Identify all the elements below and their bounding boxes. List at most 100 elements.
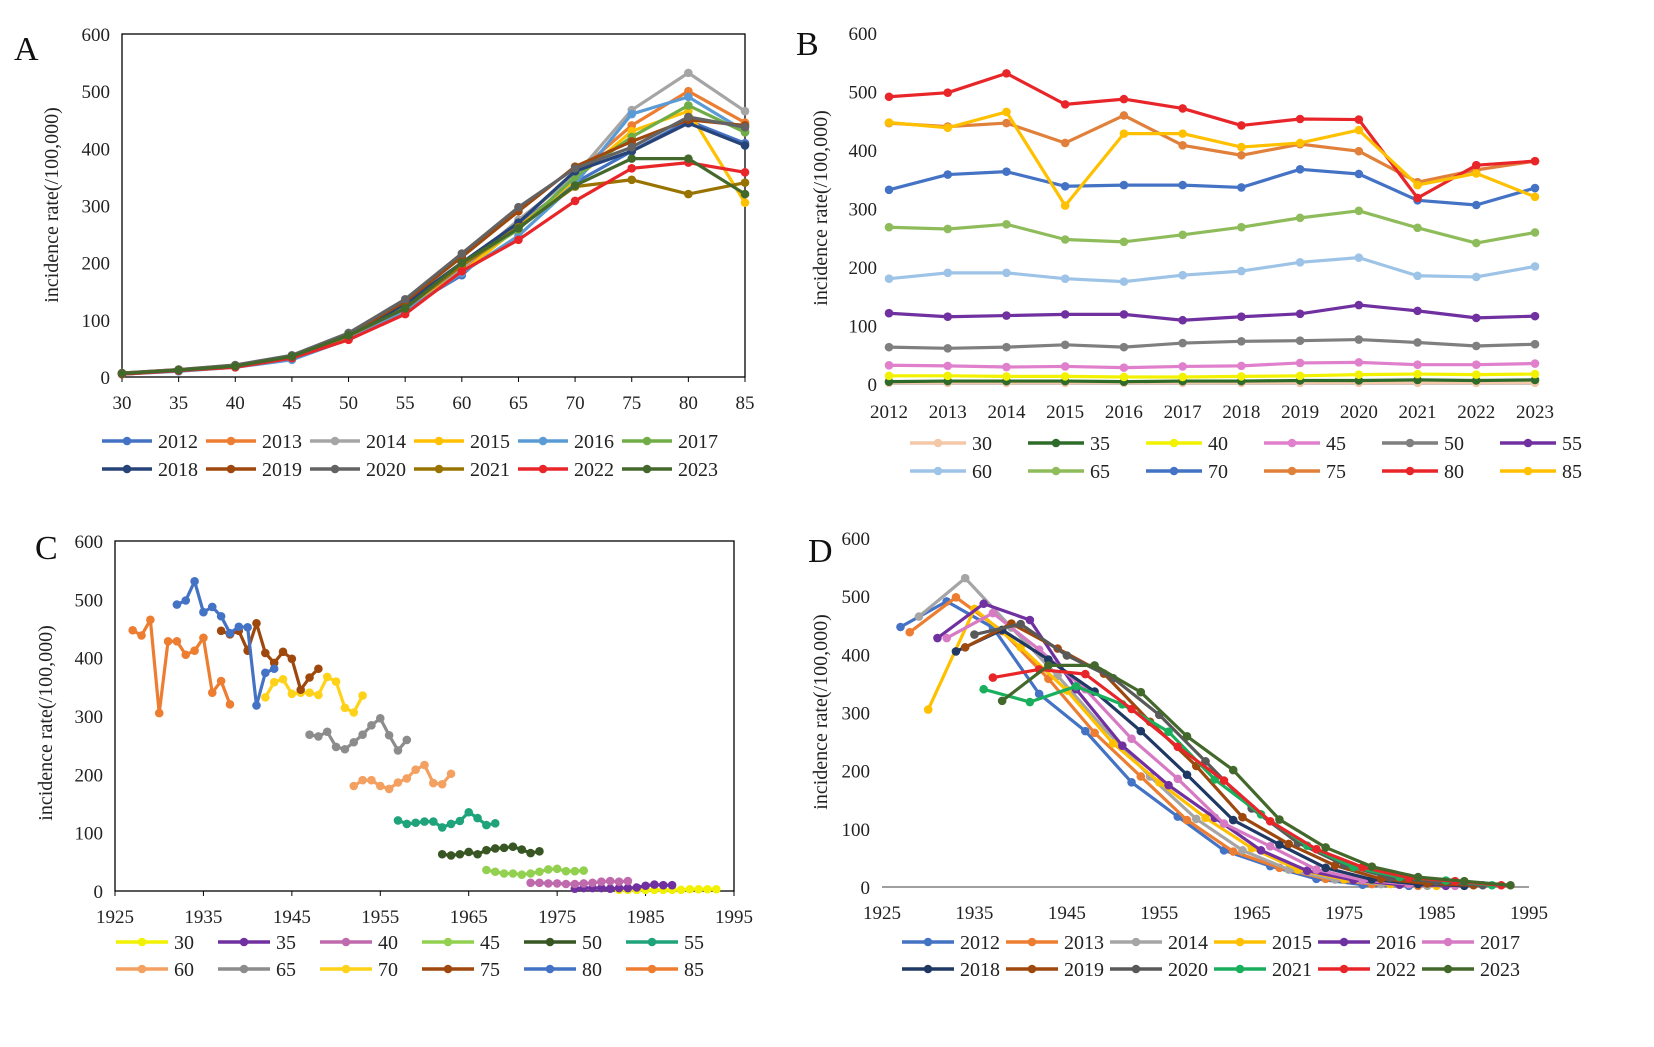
- legend-label: 40: [1208, 433, 1228, 455]
- series-2021: [979, 682, 1497, 890]
- data-point: [1182, 815, 1192, 825]
- data-point: [1238, 812, 1247, 822]
- y-tick-label: 0: [861, 878, 871, 899]
- series-70: [884, 165, 1540, 210]
- data-point: [230, 361, 240, 371]
- legend-swatch-marker: [545, 937, 555, 947]
- legend-item: 70: [1146, 461, 1228, 483]
- data-point: [1228, 847, 1238, 856]
- panel-d: D 0 100 200 300 400 500 600 1925 1935 1945 1955 1965…: [808, 529, 1548, 981]
- data-point: [943, 371, 953, 381]
- legend-swatch-marker: [647, 964, 657, 974]
- data-point: [1256, 846, 1266, 855]
- legend-label: 2014: [366, 431, 406, 453]
- series-line: [131, 618, 232, 715]
- y-tick-label: 100: [75, 824, 104, 845]
- data-point: [1119, 180, 1129, 190]
- data-point: [951, 647, 961, 656]
- data-point: [614, 877, 624, 886]
- data-point: [473, 813, 482, 823]
- legend-item: 2013: [206, 431, 302, 453]
- data-point: [1178, 362, 1187, 371]
- data-point: [1060, 372, 1070, 381]
- legend-item: 2022: [1318, 959, 1416, 981]
- data-point: [128, 625, 137, 635]
- panel-letter: A: [14, 31, 39, 68]
- legend-label: 2018: [158, 459, 198, 481]
- panel-b: B 0 100 200 300 400 500 600 2012 2013 2014 2015 2016…: [796, 24, 1582, 483]
- y-tick-label: 0: [101, 368, 111, 389]
- data-point: [1062, 651, 1072, 660]
- data-point: [1191, 814, 1201, 824]
- x-tick-label: 1935: [184, 907, 222, 928]
- legend-swatch-marker: [330, 464, 340, 474]
- data-point: [1413, 872, 1423, 882]
- data-point: [1237, 222, 1246, 232]
- data-point: [261, 648, 270, 658]
- y-tick-label: 100: [82, 311, 111, 332]
- legend-label: 2012: [158, 431, 198, 453]
- data-point: [181, 596, 191, 605]
- data-point: [1173, 742, 1183, 752]
- legend-label: 55: [684, 932, 704, 954]
- legend-item: 2019: [206, 459, 302, 481]
- data-point: [623, 876, 633, 886]
- data-point: [1119, 129, 1129, 138]
- legend-item: 35: [218, 932, 296, 954]
- data-point: [1295, 114, 1305, 124]
- data-point: [712, 884, 721, 894]
- series-2016: [933, 599, 1451, 891]
- data-point: [207, 602, 217, 612]
- data-point: [1002, 107, 1011, 117]
- data-point: [429, 778, 438, 788]
- data-point: [1178, 129, 1187, 138]
- legend-swatch-marker: [122, 436, 132, 446]
- data-point: [1164, 727, 1173, 736]
- data-point: [605, 884, 615, 893]
- data-point: [508, 869, 518, 878]
- y-tick-label: 600: [842, 529, 871, 550]
- data-point: [1090, 661, 1099, 670]
- legend-swatch-marker: [239, 937, 249, 947]
- data-point: [181, 650, 191, 660]
- data-point: [1201, 813, 1210, 823]
- data-point: [1228, 815, 1238, 825]
- data-point: [278, 647, 288, 657]
- legend-item: 2023: [622, 459, 718, 481]
- data-point: [1471, 370, 1481, 379]
- series-2012: [117, 116, 750, 379]
- data-point: [375, 781, 385, 791]
- data-point: [1237, 336, 1246, 346]
- data-point: [1016, 619, 1025, 629]
- data-point: [358, 691, 367, 700]
- data-point: [1178, 180, 1187, 190]
- series-85: [128, 615, 235, 718]
- legend-swatch-marker: [1235, 937, 1245, 947]
- data-point: [1127, 704, 1136, 714]
- series-60: [884, 253, 1540, 286]
- data-point: [446, 819, 456, 829]
- data-point: [349, 781, 359, 791]
- data-point: [988, 673, 998, 682]
- data-point: [1237, 312, 1246, 322]
- series-line: [121, 103, 746, 376]
- legend-swatch-marker: [1051, 438, 1061, 448]
- legend-item: 2021: [414, 459, 510, 481]
- series-2018: [951, 625, 1469, 891]
- data-point: [367, 721, 376, 730]
- legend-swatch-marker: [443, 937, 453, 947]
- y-tick-label: 400: [82, 139, 111, 160]
- data-point: [1237, 266, 1246, 276]
- data-point: [252, 618, 261, 628]
- data-point: [1295, 138, 1305, 148]
- legend-label: 55: [1562, 433, 1582, 455]
- data-point: [627, 164, 637, 173]
- series-line: [888, 209, 1536, 245]
- x-tick-label: 2018: [1222, 402, 1260, 423]
- legend-item: 60: [116, 959, 194, 981]
- legend-swatch-marker: [443, 964, 453, 974]
- legend-label: 40: [378, 932, 398, 954]
- legend-swatch-marker: [1405, 438, 1415, 448]
- legend-item: 85: [626, 959, 704, 981]
